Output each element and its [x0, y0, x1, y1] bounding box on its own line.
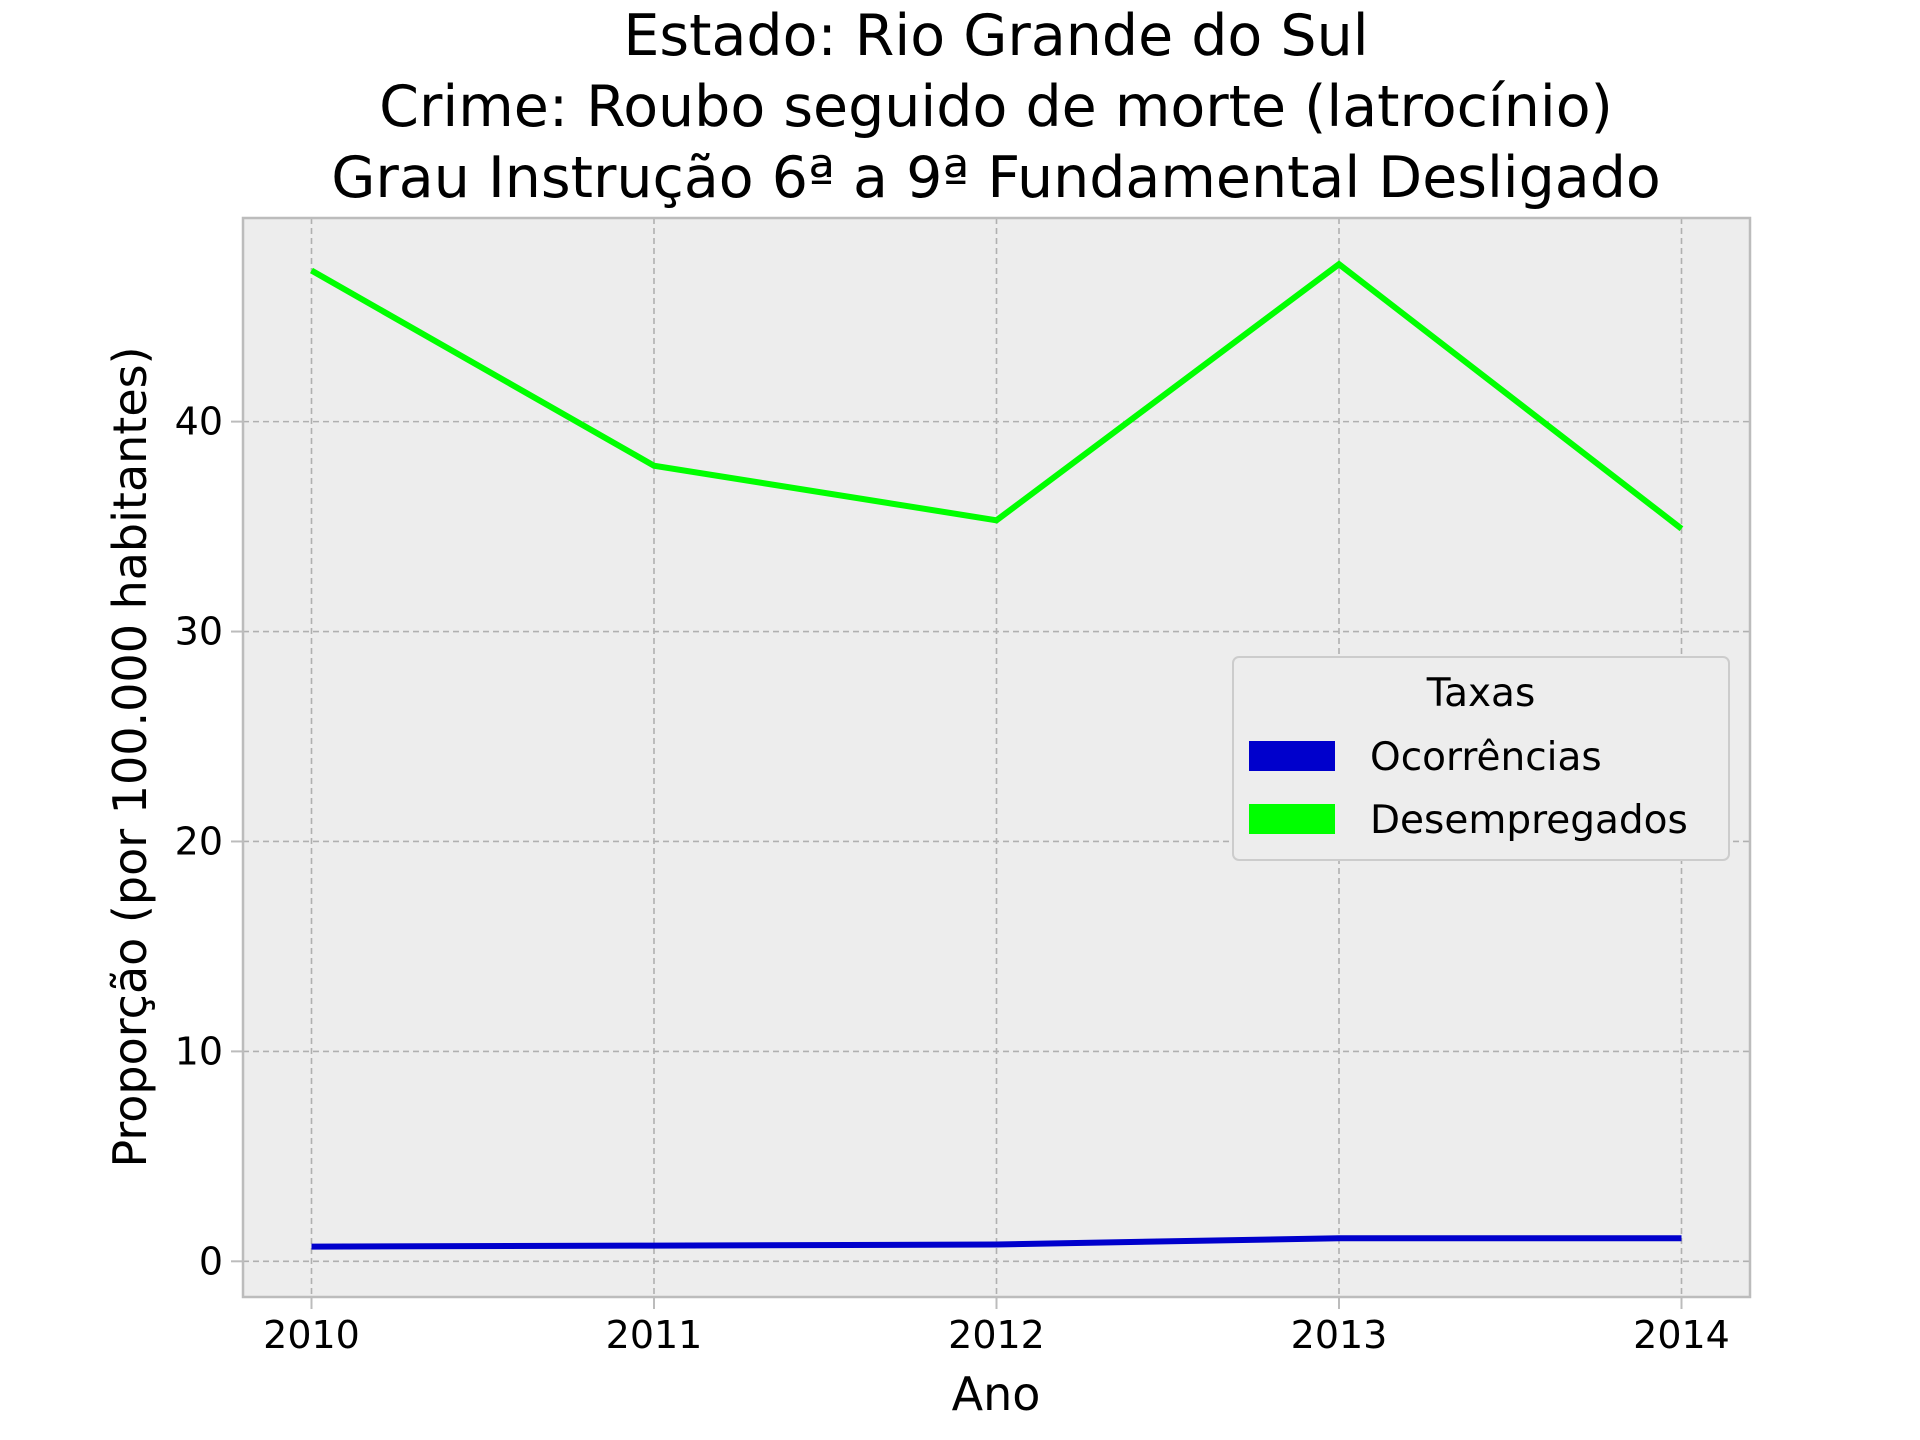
legend-box	[1232, 656, 1730, 861]
series-line-ocorrencias	[311, 1235, 1682, 1250]
x-tick-label: 2010	[263, 1313, 360, 1357]
legend-label-ocorrencias: Ocorrências	[1370, 735, 1602, 780]
legend-swatch-ocorrencias	[1249, 741, 1335, 771]
legend-title: Taxas	[1426, 671, 1536, 716]
x-axis-label: Ano	[952, 1367, 1041, 1421]
y-tick-label: 10	[175, 1029, 223, 1073]
legend: Taxas Ocorrências Desempregados	[1232, 656, 1730, 861]
y-axis-label: Proporção (por 100.000 habitantes)	[103, 346, 157, 1167]
chart-title-line-1: Estado: Rio Grande do Sul	[623, 3, 1368, 69]
series-lines	[310, 260, 1684, 1250]
chart-title: Estado: Rio Grande do Sul Crime: Roubo s…	[331, 3, 1661, 211]
legend-swatch-desempregados	[1249, 804, 1335, 834]
y-tick-label: 30	[175, 610, 223, 654]
x-tick-label: 2011	[606, 1313, 703, 1357]
axis-ticks: 2010 2011 2012 2013 2014 0 10 20 30 40	[175, 400, 1730, 1357]
y-tick-label: 0	[199, 1239, 223, 1283]
chart-title-line-3: Grau Instrução 6ª a 9ª Fundamental Desli…	[331, 145, 1661, 211]
legend-label-desempregados: Desempregados	[1370, 798, 1688, 843]
x-tick-label: 2014	[1633, 1313, 1730, 1357]
x-tick-label: 2013	[1291, 1313, 1388, 1357]
y-tick-label: 20	[175, 819, 223, 863]
chart-title-line-2: Crime: Roubo seguido de morte (latrocíni…	[379, 74, 1613, 140]
series-line-desempregados	[310, 260, 1684, 532]
y-tick-label: 40	[175, 400, 223, 444]
x-tick-label: 2012	[948, 1313, 1045, 1357]
